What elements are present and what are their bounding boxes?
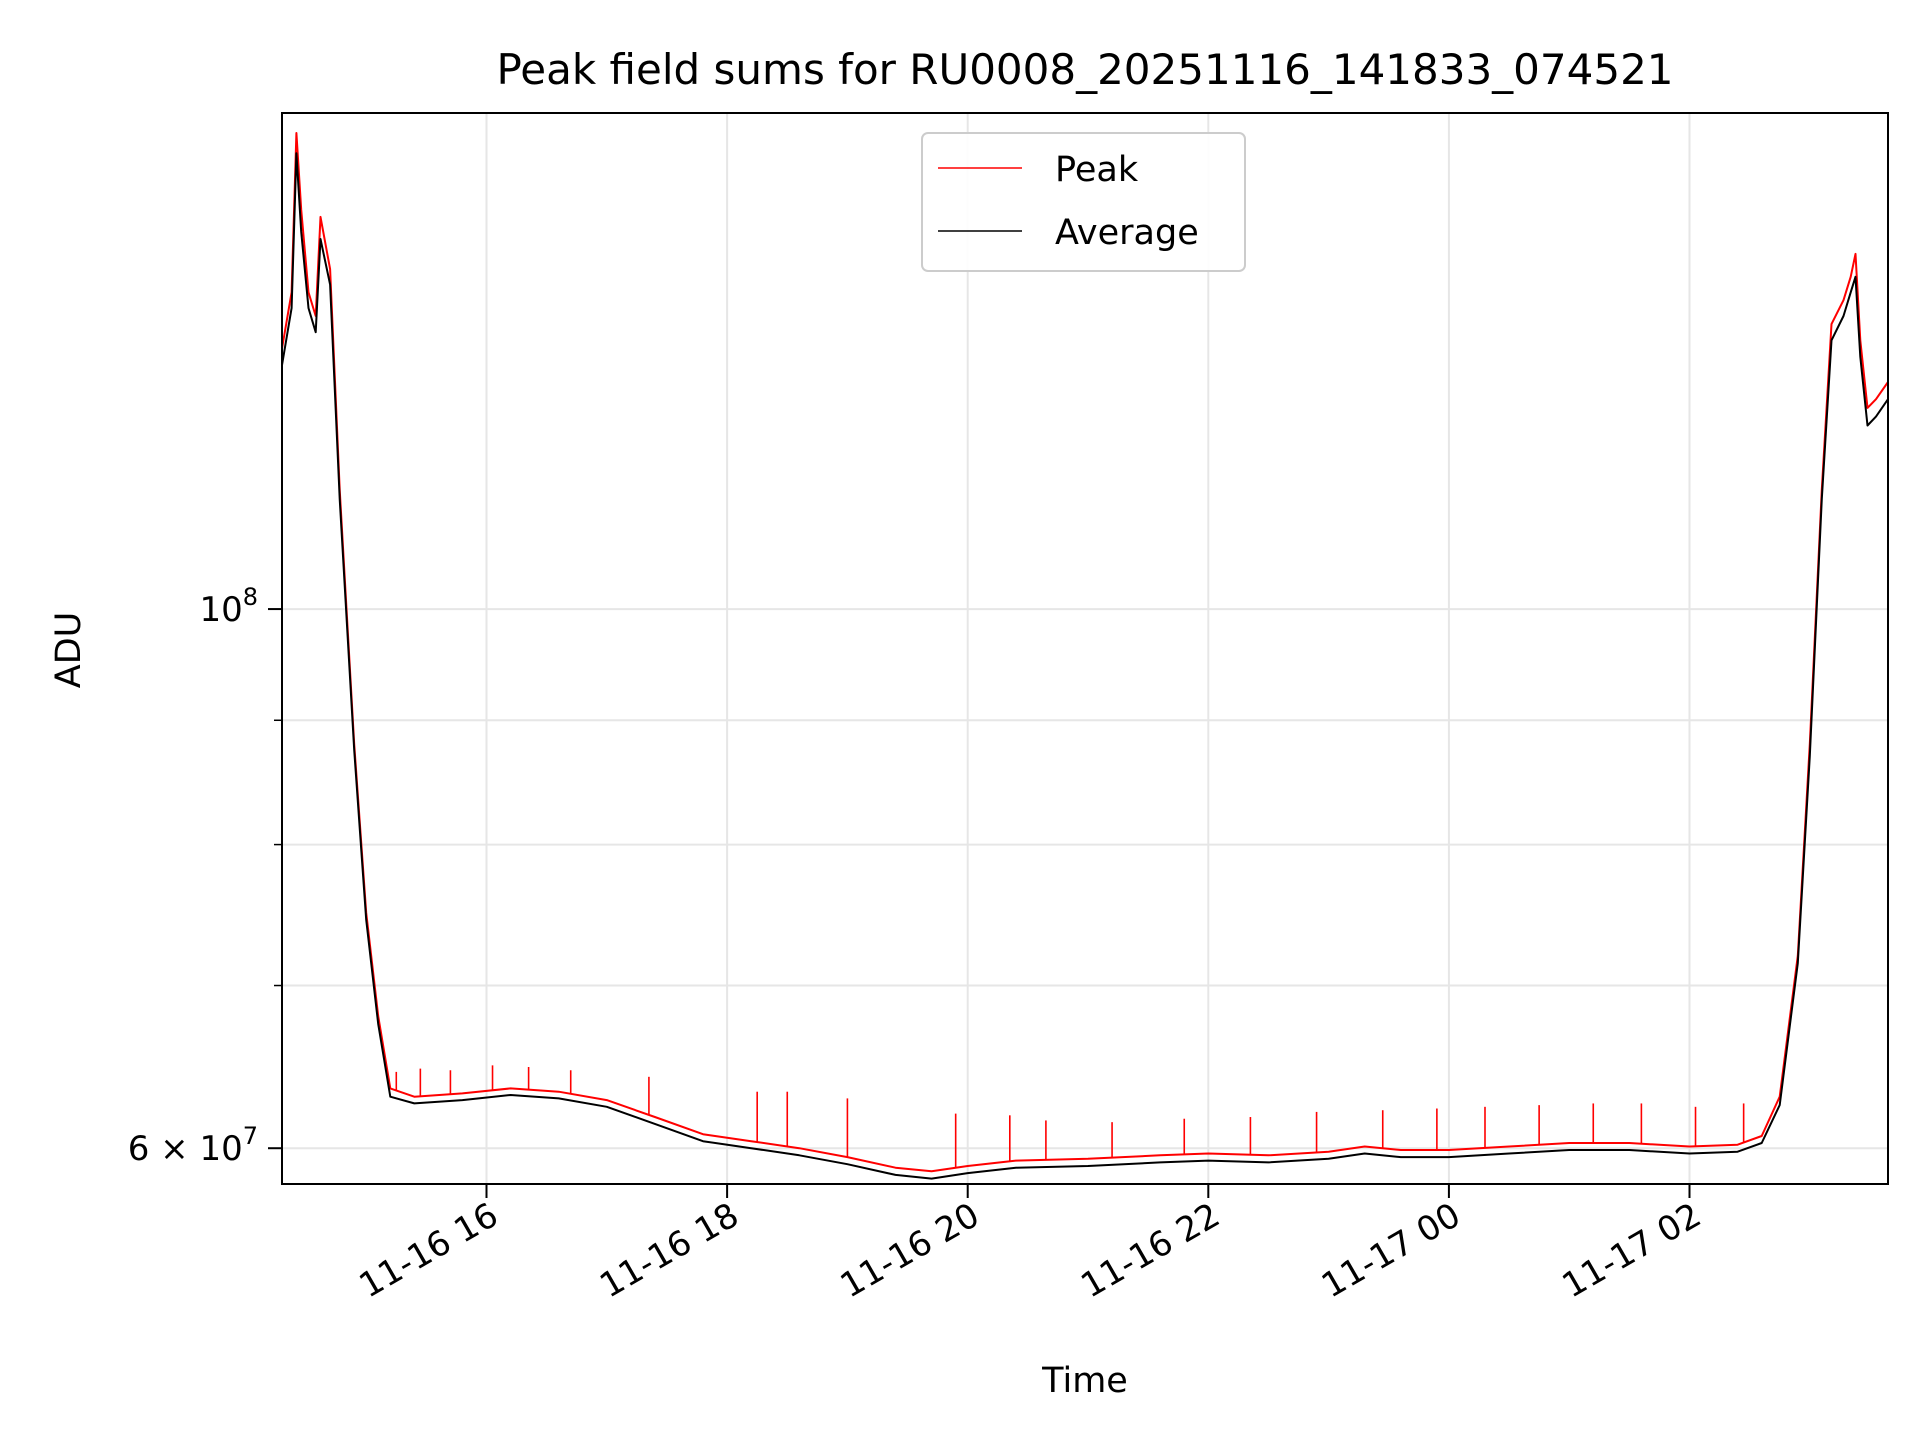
grid-lines — [282, 113, 1888, 1184]
legend-average-label: Average — [1055, 213, 1199, 253]
y-tick-label-exponent: 7 — [243, 1122, 258, 1150]
legend-peak-label: Peak — [1055, 150, 1139, 190]
axes-frame — [281, 112, 1889, 1185]
series-average-line — [281, 152, 1889, 1180]
x-axis-label: Time — [1041, 1361, 1128, 1401]
y-tick-label: 6 × 107 — [128, 1122, 258, 1169]
chart-title: Peak field sums for RU0008_20251116_1418… — [496, 45, 1673, 94]
legend: Peak Average — [921, 132, 1246, 272]
y-tick-label-base: 6 × 10 — [128, 1129, 243, 1169]
y-axis: 108 6 × 107 — [128, 583, 282, 1169]
y-axis-label: ADU — [49, 612, 89, 689]
y-tick-label-base: 10 — [199, 590, 242, 630]
plot-area — [281, 132, 1889, 1180]
y-tick-label: 108 — [199, 583, 258, 630]
y-tick-label-exponent: 8 — [243, 583, 258, 611]
